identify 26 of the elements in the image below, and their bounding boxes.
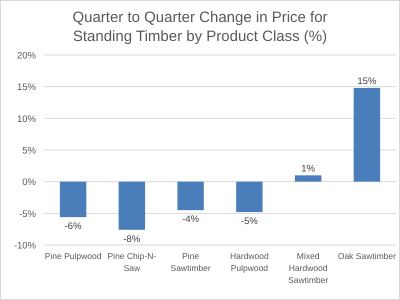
data-label: -5% (240, 216, 258, 228)
y-tick-label: 0% (22, 177, 37, 188)
data-label: 15% (357, 76, 377, 87)
chart-title: Quarter to Quarter Change in Price for Standing Timber by Product Class (%) (72, 9, 328, 45)
x-tick-label: Mixed Hardwood Sawtimber (288, 251, 328, 285)
y-tick-label: 5% (22, 146, 37, 156)
y-tick-label: 20% (16, 50, 37, 62)
bar (236, 182, 263, 212)
bar (60, 182, 86, 218)
data-label: 1% (301, 163, 316, 174)
data-label: -6% (64, 221, 82, 232)
data-label: -4% (182, 214, 200, 226)
y-tick-label: 15% (16, 82, 37, 94)
x-tick-label: Pine Sawtimber (170, 251, 211, 273)
x-tick-label: Hardwood Pulpwood (230, 251, 270, 273)
bar (294, 175, 322, 182)
x-tick-label: Pine Chip-N-Saw (108, 251, 156, 273)
x-tick-label: Pine Pulpwood (44, 251, 102, 261)
y-tick-label: -5% (19, 208, 37, 220)
bar (177, 182, 204, 210)
y-tick-label: -10% (14, 240, 37, 252)
bar (118, 182, 146, 230)
y-tick-label: 10% (16, 114, 37, 125)
bar (354, 88, 380, 182)
data-label: -8% (123, 234, 141, 245)
x-tick-label: Oak Sawtimber (338, 251, 396, 261)
